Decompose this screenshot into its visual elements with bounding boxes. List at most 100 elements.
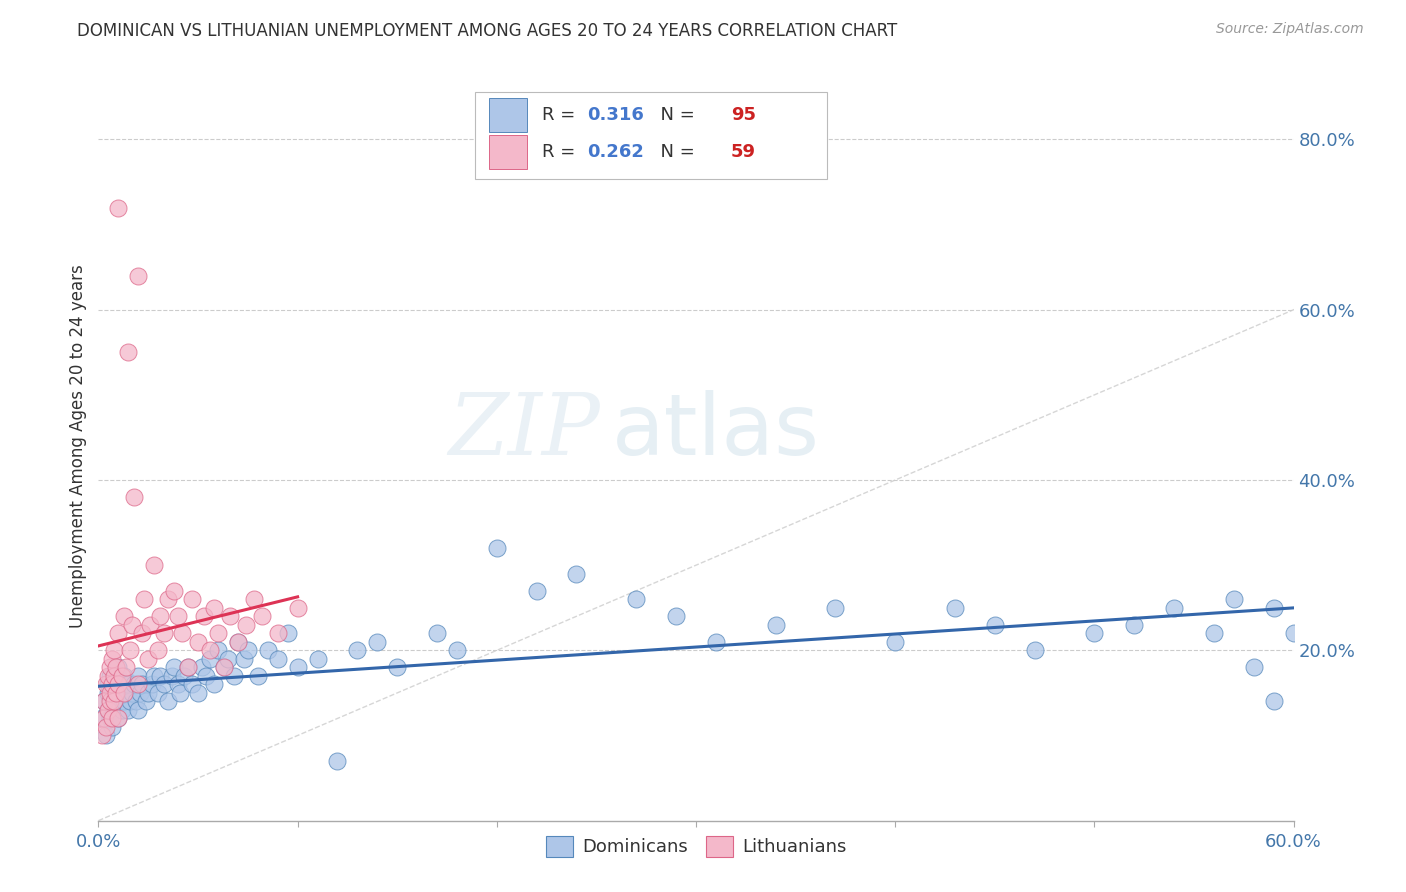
Point	[127, 703, 149, 717]
Point	[1243, 660, 1265, 674]
Text: N =: N =	[650, 106, 700, 124]
Point	[112, 694, 135, 708]
Point	[485, 541, 508, 556]
Text: N =: N =	[650, 144, 700, 161]
Point	[93, 694, 115, 708]
Point	[167, 677, 190, 691]
Point	[212, 660, 235, 674]
Point	[131, 677, 153, 691]
Point	[93, 694, 115, 708]
Point	[163, 583, 186, 598]
Point	[141, 677, 163, 691]
Point	[267, 652, 290, 666]
Point	[307, 652, 329, 666]
Point	[101, 686, 124, 700]
Point	[97, 703, 120, 717]
Point	[202, 677, 225, 691]
Point	[193, 609, 215, 624]
Point	[103, 669, 125, 683]
Point	[202, 600, 225, 615]
Text: 95: 95	[731, 106, 755, 124]
Point	[149, 669, 172, 683]
Point	[267, 626, 290, 640]
Point	[198, 643, 221, 657]
Point	[97, 677, 120, 691]
Text: R =: R =	[541, 106, 581, 124]
Point	[277, 626, 299, 640]
Point	[148, 643, 170, 657]
Point	[212, 660, 235, 674]
Point	[131, 626, 153, 640]
Point	[198, 652, 221, 666]
Point	[157, 592, 180, 607]
Point	[943, 600, 966, 615]
Point	[1263, 694, 1285, 708]
Point	[526, 583, 548, 598]
Legend: Dominicans, Lithuanians: Dominicans, Lithuanians	[538, 829, 853, 864]
FancyBboxPatch shape	[489, 98, 527, 132]
Point	[97, 703, 120, 717]
Point	[366, 635, 388, 649]
Point	[287, 600, 309, 615]
Point	[565, 566, 588, 581]
Y-axis label: Unemployment Among Ages 20 to 24 years: Unemployment Among Ages 20 to 24 years	[69, 264, 87, 628]
Point	[105, 677, 128, 691]
Point	[98, 669, 122, 683]
Point	[149, 609, 172, 624]
Point	[984, 617, 1007, 632]
Point	[115, 660, 138, 674]
Point	[107, 694, 129, 708]
Point	[120, 643, 142, 657]
Point	[124, 490, 146, 504]
Point	[153, 677, 176, 691]
Point	[103, 703, 125, 717]
Point	[824, 600, 846, 615]
Point	[121, 686, 143, 700]
Point	[181, 677, 204, 691]
Text: ZIP: ZIP	[449, 390, 600, 473]
Point	[160, 669, 183, 683]
Point	[127, 268, 149, 283]
Point	[98, 694, 122, 708]
Point	[346, 643, 368, 657]
Point	[124, 677, 146, 691]
Point	[107, 669, 129, 683]
Point	[107, 686, 129, 700]
Point	[101, 677, 124, 691]
Point	[250, 609, 273, 624]
Point	[157, 694, 180, 708]
Point	[169, 686, 191, 700]
Point	[226, 635, 249, 649]
Point	[143, 558, 166, 573]
Point	[93, 711, 115, 725]
Point	[235, 617, 257, 632]
Point	[98, 686, 122, 700]
Point	[117, 345, 139, 359]
Text: DOMINICAN VS LITHUANIAN UNEMPLOYMENT AMONG AGES 20 TO 24 YEARS CORRELATION CHART: DOMINICAN VS LITHUANIAN UNEMPLOYMENT AMO…	[77, 22, 897, 40]
Text: 0.316: 0.316	[588, 106, 644, 124]
Point	[96, 720, 118, 734]
Point	[107, 711, 129, 725]
Text: 0.262: 0.262	[588, 144, 644, 161]
Point	[1202, 626, 1225, 640]
Point	[91, 729, 114, 743]
Point	[127, 669, 149, 683]
Point	[107, 711, 129, 725]
FancyBboxPatch shape	[489, 136, 527, 169]
Point	[98, 660, 122, 674]
Point	[243, 592, 266, 607]
Point	[187, 635, 209, 649]
Point	[1024, 643, 1046, 657]
Point	[1123, 617, 1146, 632]
Point	[101, 720, 124, 734]
Point	[120, 694, 142, 708]
Point	[105, 660, 128, 674]
Point	[256, 643, 278, 657]
Point	[101, 652, 124, 666]
Point	[765, 617, 787, 632]
Point	[121, 617, 143, 632]
Point	[111, 677, 134, 691]
Point	[134, 592, 156, 607]
Point	[112, 686, 135, 700]
Point	[153, 626, 176, 640]
